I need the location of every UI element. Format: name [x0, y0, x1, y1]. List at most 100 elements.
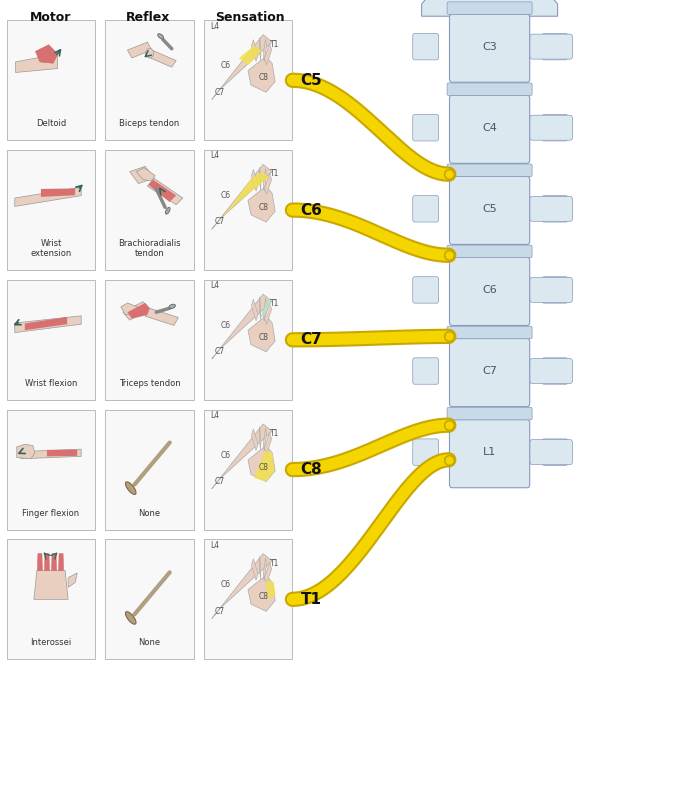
FancyBboxPatch shape	[447, 83, 532, 96]
Text: T1: T1	[301, 592, 322, 607]
Ellipse shape	[169, 304, 175, 308]
Polygon shape	[121, 303, 137, 315]
Text: C6: C6	[482, 285, 497, 295]
Polygon shape	[15, 187, 81, 207]
FancyBboxPatch shape	[449, 338, 530, 406]
FancyBboxPatch shape	[204, 20, 292, 140]
FancyBboxPatch shape	[204, 150, 292, 270]
Text: C8: C8	[259, 73, 269, 82]
Ellipse shape	[126, 482, 136, 495]
Polygon shape	[25, 317, 67, 330]
Text: C6: C6	[221, 191, 231, 200]
Text: T1: T1	[270, 40, 279, 49]
Polygon shape	[145, 308, 178, 325]
FancyBboxPatch shape	[530, 115, 573, 140]
Polygon shape	[265, 44, 271, 65]
Polygon shape	[68, 573, 77, 587]
FancyBboxPatch shape	[542, 358, 568, 384]
Text: C8: C8	[259, 333, 269, 341]
FancyBboxPatch shape	[447, 326, 532, 339]
Text: C7: C7	[215, 217, 225, 226]
FancyBboxPatch shape	[7, 20, 95, 140]
Polygon shape	[211, 165, 272, 230]
Text: C6: C6	[221, 321, 231, 330]
FancyBboxPatch shape	[447, 245, 532, 258]
Polygon shape	[254, 451, 275, 482]
Text: Biceps tendon: Biceps tendon	[120, 119, 180, 128]
Text: L4: L4	[210, 152, 219, 161]
FancyBboxPatch shape	[449, 419, 530, 487]
FancyBboxPatch shape	[105, 410, 194, 530]
Text: C8: C8	[259, 203, 269, 212]
Polygon shape	[248, 445, 275, 482]
Text: Sensation: Sensation	[216, 11, 285, 24]
Polygon shape	[35, 45, 58, 63]
Text: C5: C5	[301, 73, 322, 88]
Text: None: None	[139, 508, 160, 517]
FancyBboxPatch shape	[7, 150, 95, 270]
Text: C5: C5	[482, 204, 497, 214]
Polygon shape	[265, 433, 271, 454]
Polygon shape	[58, 554, 63, 570]
Polygon shape	[259, 167, 261, 190]
Polygon shape	[127, 42, 152, 58]
Polygon shape	[259, 427, 261, 449]
Polygon shape	[263, 298, 267, 321]
FancyBboxPatch shape	[204, 280, 292, 400]
Ellipse shape	[165, 208, 170, 214]
Polygon shape	[263, 428, 267, 451]
Polygon shape	[148, 178, 183, 204]
Text: C8: C8	[259, 592, 269, 601]
Text: None: None	[139, 638, 160, 647]
Polygon shape	[239, 45, 262, 65]
Text: C7: C7	[215, 477, 225, 486]
FancyBboxPatch shape	[413, 114, 439, 141]
Polygon shape	[211, 35, 272, 100]
Polygon shape	[252, 559, 258, 581]
FancyBboxPatch shape	[105, 150, 194, 270]
Text: Deltoid: Deltoid	[36, 119, 66, 128]
Polygon shape	[16, 54, 58, 72]
FancyBboxPatch shape	[542, 195, 568, 222]
FancyBboxPatch shape	[7, 280, 95, 400]
FancyBboxPatch shape	[204, 539, 292, 659]
FancyBboxPatch shape	[530, 196, 573, 221]
FancyBboxPatch shape	[542, 277, 568, 303]
Polygon shape	[17, 444, 35, 459]
Polygon shape	[252, 40, 258, 62]
FancyBboxPatch shape	[449, 14, 530, 82]
Text: Motor: Motor	[30, 11, 71, 24]
Polygon shape	[259, 37, 261, 60]
Polygon shape	[21, 449, 81, 459]
Text: C7: C7	[215, 347, 225, 356]
Polygon shape	[265, 174, 271, 195]
Polygon shape	[136, 168, 155, 181]
Polygon shape	[211, 294, 272, 359]
Polygon shape	[127, 303, 150, 319]
FancyBboxPatch shape	[7, 410, 95, 530]
FancyBboxPatch shape	[542, 439, 568, 466]
FancyBboxPatch shape	[105, 20, 194, 140]
Polygon shape	[260, 298, 272, 318]
Ellipse shape	[158, 34, 164, 39]
FancyBboxPatch shape	[542, 33, 568, 60]
Polygon shape	[252, 169, 258, 191]
FancyBboxPatch shape	[449, 176, 530, 244]
Text: T1: T1	[270, 559, 279, 568]
FancyBboxPatch shape	[530, 358, 573, 384]
FancyBboxPatch shape	[530, 277, 573, 303]
Polygon shape	[265, 563, 271, 584]
Text: C6: C6	[301, 203, 322, 217]
Text: Brachioradialis
tendon: Brachioradialis tendon	[118, 238, 181, 258]
Text: T1: T1	[270, 299, 279, 308]
Text: L1: L1	[483, 447, 496, 457]
Polygon shape	[130, 166, 154, 183]
FancyBboxPatch shape	[7, 539, 95, 659]
FancyBboxPatch shape	[413, 33, 439, 60]
FancyBboxPatch shape	[447, 164, 532, 177]
Text: L4: L4	[210, 541, 219, 550]
Polygon shape	[47, 449, 77, 457]
FancyBboxPatch shape	[530, 440, 573, 465]
Polygon shape	[148, 50, 176, 67]
FancyBboxPatch shape	[204, 410, 292, 530]
